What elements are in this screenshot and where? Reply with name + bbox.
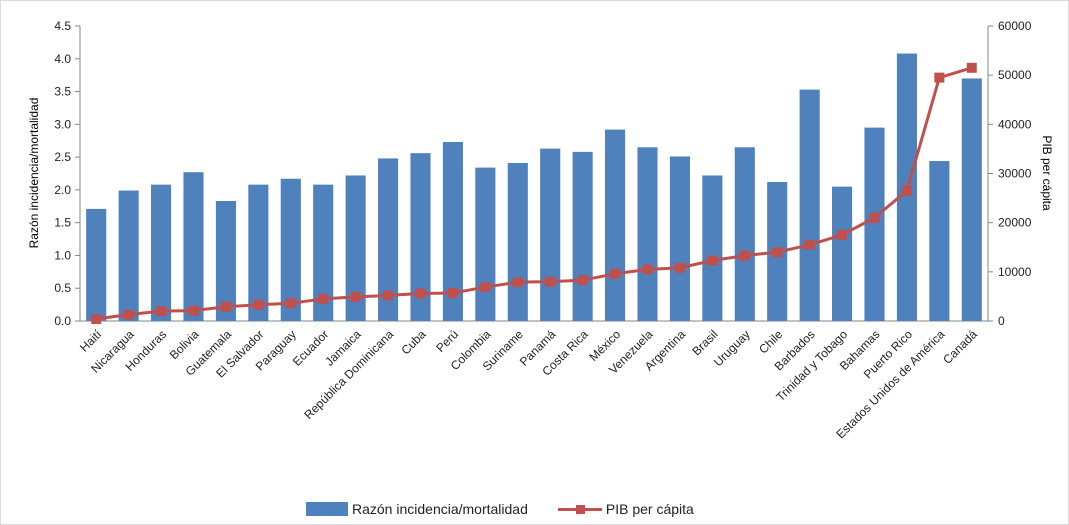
bar — [442, 142, 463, 321]
bar — [832, 186, 853, 321]
y-left-tick-label: 3.0 — [54, 117, 71, 131]
line-point — [512, 277, 523, 288]
category-label: Cuba — [398, 327, 428, 357]
bar — [572, 151, 593, 321]
bar — [345, 175, 366, 321]
line-point — [447, 287, 458, 298]
y-left-tick-label: 0.0 — [54, 314, 71, 328]
line-series — [91, 62, 977, 325]
line-path — [96, 66, 973, 321]
line-point — [91, 314, 102, 325]
line-point — [383, 290, 394, 301]
line-point — [188, 305, 199, 316]
y-right-tick-label: 20000 — [998, 216, 1032, 230]
category-label: Haití — [77, 327, 105, 355]
line-point — [739, 250, 750, 261]
legend-swatch-bar — [306, 502, 348, 516]
y-left-tick-label: 0.5 — [54, 281, 71, 295]
bar — [118, 190, 139, 321]
bar — [929, 161, 950, 321]
y-left-tick-label: 1.0 — [54, 248, 71, 262]
line-point — [577, 275, 588, 286]
bar — [248, 184, 269, 321]
bar — [605, 129, 626, 321]
y-axis-right-title: PIB per cápita — [1040, 135, 1054, 211]
line-point — [480, 282, 491, 293]
y-left-tick-label: 4.0 — [54, 52, 71, 66]
category-labels: HaitíNicaraguaHondurasBoliviaGuatemalaEl… — [77, 327, 980, 442]
bar — [540, 148, 561, 321]
line-point — [674, 262, 685, 273]
line-point — [966, 62, 977, 73]
y-right-tick-label: 60000 — [998, 19, 1032, 33]
category-label: Perú — [433, 327, 461, 355]
bar — [280, 178, 301, 321]
bar — [507, 163, 528, 321]
bar — [86, 208, 107, 321]
y-left-tick-label: 2.0 — [54, 183, 71, 197]
bar — [151, 184, 172, 321]
line-point — [934, 72, 945, 83]
line-point — [772, 247, 783, 258]
bar — [378, 158, 399, 321]
y-right-tick-label: 0 — [998, 314, 1005, 328]
y-right-tick-label: 10000 — [998, 265, 1032, 279]
line-point — [285, 298, 296, 309]
line-point — [350, 291, 361, 302]
category-label: Canadá — [940, 327, 980, 367]
bar — [799, 89, 820, 321]
category-label: Chile — [756, 327, 785, 356]
y-left-tick-label: 3.5 — [54, 85, 71, 99]
line-point — [869, 212, 880, 223]
legend-label-line: PIB per cápita — [605, 501, 694, 517]
line-point — [642, 264, 653, 275]
bar — [637, 147, 658, 321]
line-point — [901, 185, 912, 196]
axes: 0.0 0.5 1.0 1.5 2.0 2.5 3.0 3.5 4.0 4.5 0 10000 2000… — [54, 19, 1031, 328]
line-point — [318, 293, 329, 304]
y-left-tick-label: 4.5 — [54, 19, 71, 33]
y-axis-left-title: Razón incidencia/mortalidad — [27, 98, 41, 249]
legend-item-line: PIB per cápita — [557, 501, 694, 517]
line-point — [220, 301, 231, 312]
legend-swatch-line — [557, 502, 602, 516]
bar — [183, 172, 204, 321]
bar — [734, 147, 755, 321]
line-point — [415, 288, 426, 299]
y-left-tick-label: 1.5 — [54, 216, 71, 230]
bar — [475, 167, 496, 321]
bar — [410, 153, 431, 321]
y-left-tick-label: 2.5 — [54, 150, 71, 164]
bar — [961, 78, 982, 321]
category-label: Uruguay — [711, 327, 753, 369]
line-point — [253, 299, 264, 310]
bar — [669, 156, 690, 321]
line-point — [123, 309, 134, 320]
y-right-tick-label: 50000 — [998, 68, 1032, 82]
legend-label-bars: Razón incidencia/mortalidad — [352, 501, 528, 517]
line-point — [804, 239, 815, 250]
y-right-tick-label: 40000 — [998, 117, 1032, 131]
line-point — [837, 229, 848, 240]
line-point — [610, 268, 621, 279]
bar — [864, 127, 885, 321]
bar — [702, 175, 723, 321]
bar — [215, 201, 236, 321]
line-point — [707, 255, 718, 266]
legend-item-bars: Razón incidencia/mortalidad — [306, 501, 528, 517]
line-point — [545, 276, 556, 287]
y-right-tick-label: 30000 — [998, 167, 1032, 181]
bar — [313, 184, 334, 321]
legend: Razón incidencia/mortalidad PIB per cápi… — [306, 497, 724, 521]
line-point — [156, 306, 167, 317]
